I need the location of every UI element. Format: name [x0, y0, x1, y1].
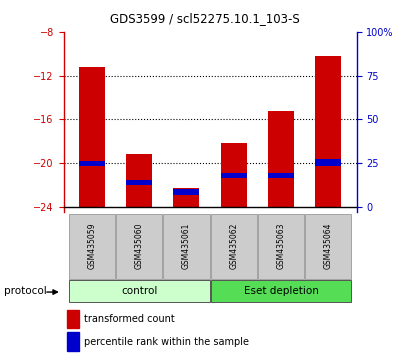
Bar — [220, 143, 246, 207]
Bar — [304, 214, 351, 279]
Bar — [267, 173, 293, 178]
Bar — [67, 309, 79, 328]
Bar — [267, 111, 293, 207]
Bar — [257, 214, 303, 279]
Bar — [126, 179, 152, 185]
Bar — [173, 188, 199, 207]
Text: transformed count: transformed count — [83, 314, 174, 324]
Bar — [79, 67, 105, 207]
Text: GSM435060: GSM435060 — [135, 223, 143, 269]
Bar — [220, 173, 246, 178]
Bar — [116, 214, 162, 279]
Text: GSM435062: GSM435062 — [229, 223, 238, 269]
Text: GSM435059: GSM435059 — [87, 223, 96, 269]
Bar — [79, 161, 105, 166]
Bar — [210, 214, 256, 279]
Text: GSM435064: GSM435064 — [323, 223, 332, 269]
Text: percentile rank within the sample: percentile rank within the sample — [83, 337, 248, 347]
Text: GDS3599 / scl52275.10.1_103-S: GDS3599 / scl52275.10.1_103-S — [110, 12, 299, 25]
Text: GSM435063: GSM435063 — [276, 223, 285, 269]
Text: protocol: protocol — [4, 286, 47, 296]
Bar — [173, 189, 199, 195]
Bar — [69, 214, 115, 279]
Text: Eset depletion: Eset depletion — [243, 286, 318, 296]
Bar — [315, 159, 341, 166]
Bar — [210, 280, 351, 302]
Text: GSM435061: GSM435061 — [182, 223, 191, 269]
Bar — [315, 56, 341, 207]
Text: control: control — [121, 286, 157, 296]
Bar — [126, 154, 152, 207]
Bar — [163, 214, 209, 279]
Bar — [69, 280, 209, 302]
Bar — [67, 332, 79, 351]
